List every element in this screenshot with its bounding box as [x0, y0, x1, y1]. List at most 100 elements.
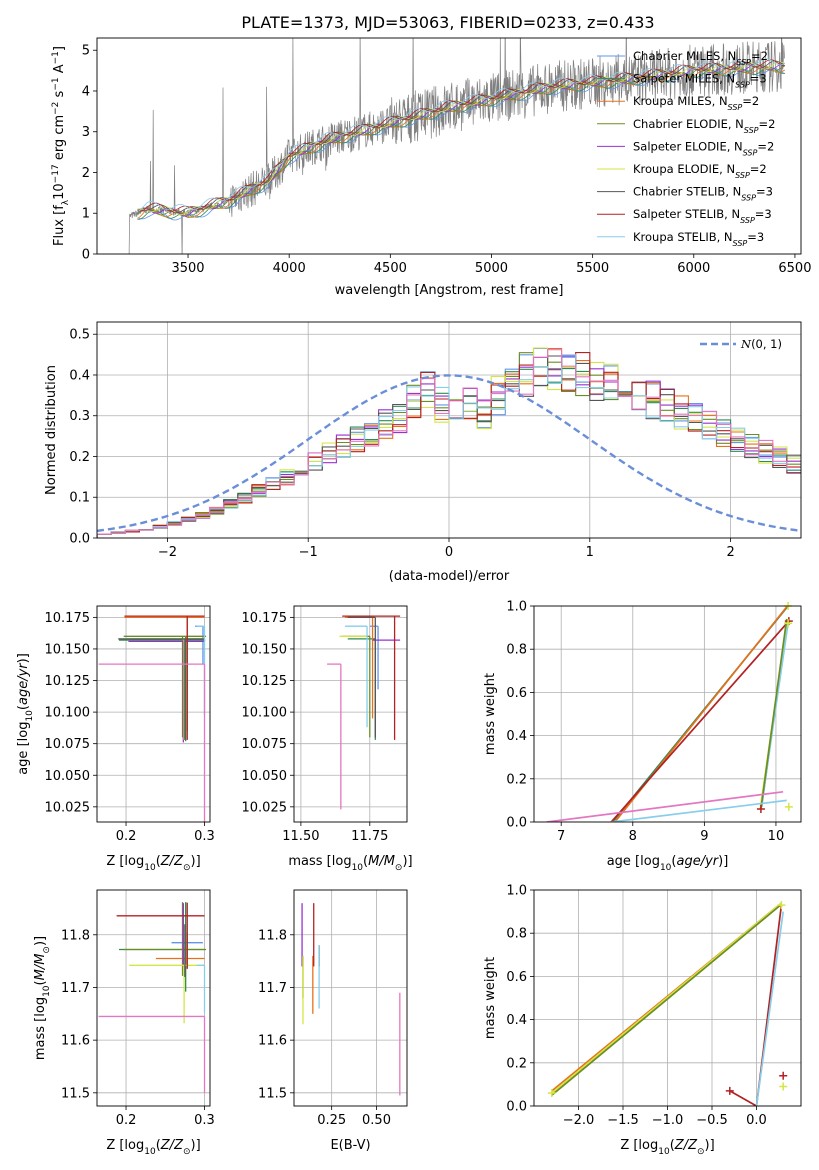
x-tick-label: 11.75 [351, 829, 388, 844]
axes-frame [96, 605, 211, 823]
x-tick-label: −1.5 [607, 1113, 639, 1128]
x-tick-label: −2.0 [563, 1113, 595, 1128]
y-tick-label: 11.8 [61, 928, 90, 943]
panel-spectrum: 3500 4000 4500 5000 5500 6000 6500 0 1 2 3 4 5 wavele… [51, 37, 811, 298]
y-axis-label: age [log10(age/yr)] [16, 653, 35, 775]
data-marker [779, 1071, 788, 1080]
plot-area-age_vs_mass [294, 606, 407, 822]
data-marker [779, 1082, 788, 1091]
x-tick-label: 0.2 [116, 829, 137, 844]
x-tick-label: 2 [726, 545, 734, 560]
y-axis-label: mass weight [483, 673, 498, 755]
axes-frame [293, 605, 408, 823]
y-tick-label: 3 [82, 125, 90, 140]
y-tick-label: 0.4 [69, 368, 90, 383]
y-tick-label: 0.0 [69, 532, 90, 547]
x-axis-label: Z [log10(Z/Z⊙)] [106, 854, 200, 873]
spectrum-model-line [137, 58, 785, 212]
y-tick-label: 0.0 [506, 816, 527, 831]
axes-frame [96, 321, 802, 539]
x-tick-label: 9 [700, 829, 708, 844]
panel-age_vs_mass: 11.50 11.75 10.025 10.050 10.075 10.100 10.125… [242, 605, 413, 873]
histogram-step [97, 354, 801, 538]
legend-entry: Chabrier STELIB, NSSP=3 [633, 185, 773, 203]
x-axis-label: Z [log10(Z/Z⊙)] [620, 1138, 714, 1157]
legend-entry: Salpeter MILES, NSSP=3 [633, 72, 767, 90]
y-tick-label: 0.4 [506, 729, 527, 744]
y-tick-label: 0.1 [69, 491, 90, 506]
x-tick-label: 5500 [576, 261, 609, 276]
x-tick-label: 6000 [677, 261, 710, 276]
y-tick-label: 0.5 [69, 328, 90, 343]
y-tick-label: 5 [82, 44, 90, 59]
y-tick-label: 0.4 [506, 1013, 527, 1028]
x-axis-label: E(B-V) [330, 1138, 370, 1153]
x-tick-label: −1 [299, 545, 318, 560]
data-marker [725, 1086, 734, 1095]
legend-entry: Salpeter STELIB, NSSP=3 [633, 207, 772, 225]
weight-line [755, 911, 785, 1106]
x-tick-label: 0.0 [746, 1113, 767, 1128]
legend-entry: Chabrier MILES, NSSP=2 [633, 49, 768, 67]
histogram-step [97, 349, 801, 538]
x-axis-label: (data-model)/error [389, 569, 510, 584]
x-tick-label: 0.50 [362, 1113, 391, 1128]
x-tick-label: 7 [557, 829, 565, 844]
x-tick-label: 6500 [778, 261, 811, 276]
data-marker [777, 901, 786, 910]
plot-area-age_vs_Z [97, 606, 210, 822]
y-tick-label: 11.7 [61, 981, 90, 996]
plot-area-mass_vs_ebv [294, 890, 407, 1106]
weight-line [729, 1090, 757, 1106]
y-tick-label: 10.050 [242, 769, 288, 784]
plot-area-residual_hist [97, 322, 801, 538]
x-tick-label: 10 [768, 829, 785, 844]
y-tick-label: 10.100 [45, 706, 91, 721]
y-tick-label: 10.100 [242, 706, 288, 721]
axes-frame [293, 889, 408, 1107]
panel-mass_vs_ebv: 0.25 0.50 11.5 11.6 11.7 11.8 E(B-V) [258, 889, 408, 1153]
axes-frame [96, 889, 211, 1107]
panel-residual_hist: −2 −1 0 1 2 0.0 0.1 0.2 0.3 0.4 0.5 (data-model)/er… [44, 321, 802, 584]
y-tick-label: 10.150 [242, 642, 288, 657]
x-axis-label: mass [log10(M/M⊙)] [288, 854, 412, 873]
x-tick-label: −2 [158, 545, 177, 560]
y-tick-label: 1 [82, 207, 90, 222]
x-tick-label: 0.25 [317, 1113, 346, 1128]
data-marker [547, 1089, 556, 1098]
y-tick-label: 10.150 [45, 642, 91, 657]
weight-line [760, 618, 788, 810]
y-tick-label: 11.6 [61, 1034, 90, 1049]
y-tick-label: 2 [82, 166, 90, 181]
y-tick-label: 10.175 [242, 611, 288, 626]
x-tick-label: −1.0 [652, 1113, 684, 1128]
legend-entry: Kroupa ELODIE, NSSP=2 [633, 162, 767, 180]
legend-entry: Chabrier ELODIE, NSSP=2 [633, 117, 775, 135]
x-tick-label: 8 [629, 829, 637, 844]
y-tick-label: 11.5 [258, 1086, 287, 1101]
y-tick-label: 0 [82, 248, 90, 263]
y-tick-label: 10.025 [45, 800, 91, 815]
weight-line [551, 904, 782, 1096]
axes-frame [96, 37, 802, 255]
x-tick-label: 0.3 [194, 829, 215, 844]
panel-age_vs_Z: 0.2 0.3 10.025 10.050 10.075 10.100 10.125 10.1… [16, 605, 215, 873]
figure-title: PLATE=1373, MJD=53063, FIBERID=0233, z=0… [241, 13, 654, 32]
y-tick-label: 1.0 [506, 600, 527, 615]
y-tick-label: 10.050 [45, 769, 91, 784]
y-axis-label: Normed distribution [44, 365, 59, 495]
y-tick-label: 11.8 [258, 928, 287, 943]
spectrum-model-line [137, 59, 785, 213]
y-tick-label: 11.5 [61, 1086, 90, 1101]
axes-frame [533, 605, 802, 823]
x-tick-label: −0.5 [696, 1113, 728, 1128]
weight-line [611, 799, 787, 822]
y-tick-label: 0.2 [506, 1056, 527, 1071]
legend-entry: Salpeter ELODIE, NSSP=2 [633, 139, 774, 157]
spectrum-data-line [127, 38, 786, 254]
x-axis-label: wavelength [Angstrom, rest frame] [335, 283, 564, 298]
y-tick-label: 0.2 [69, 450, 90, 465]
legend-entry: Kroupa MILES, NSSP=2 [633, 94, 759, 112]
x-tick-label: 3500 [171, 261, 204, 276]
